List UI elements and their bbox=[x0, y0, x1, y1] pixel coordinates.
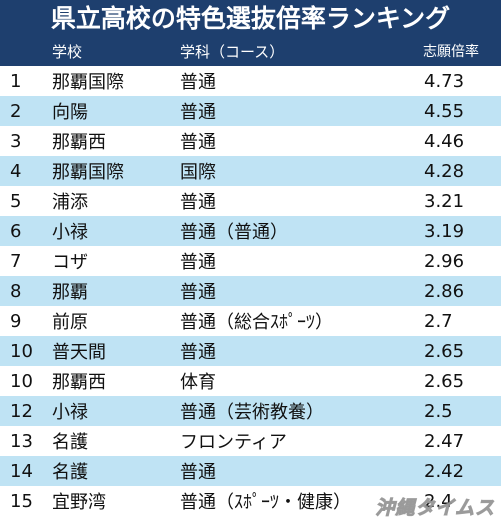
table-row: 15 宜野湾 普通（ｽﾎﾟｰﾂ・健康） 2.4 bbox=[0, 486, 501, 516]
ratio-cell: 3.19 bbox=[424, 220, 465, 242]
course-cell: 普通（普通） bbox=[180, 222, 288, 243]
ratio-cell: 2.86 bbox=[424, 280, 465, 302]
course-cell: 普通 bbox=[180, 252, 216, 273]
table-row: 1 那覇国際 普通 4.73 bbox=[0, 66, 501, 96]
table-row: 7 コザ 普通 2.96 bbox=[0, 246, 501, 276]
course-cell: 普通 bbox=[180, 342, 216, 363]
table-row: 9 前原 普通（総合ｽﾎﾟｰﾂ） 2.7 bbox=[0, 306, 501, 336]
rank-cell: 10 bbox=[10, 340, 33, 362]
course-cell: 普通 bbox=[180, 132, 216, 153]
school-cell: 名護 bbox=[52, 462, 88, 483]
school-cell: 浦添 bbox=[52, 192, 88, 213]
rank-cell: 12 bbox=[10, 400, 33, 422]
table-row: 2 向陽 普通 4.55 bbox=[0, 96, 501, 126]
rank-cell: 5 bbox=[10, 190, 22, 212]
school-cell: 那覇 bbox=[52, 282, 88, 303]
rank-cell: 2 bbox=[10, 100, 22, 122]
course-cell: 国際 bbox=[180, 162, 216, 183]
table-row: 3 那覇西 普通 4.46 bbox=[0, 126, 501, 156]
table-row: 5 浦添 普通 3.21 bbox=[0, 186, 501, 216]
school-cell: 那覇国際 bbox=[52, 72, 124, 93]
school-cell: 前原 bbox=[52, 312, 88, 333]
ratio-cell: 2.5 bbox=[424, 400, 453, 422]
rank-cell: 6 bbox=[10, 220, 22, 242]
school-cell: 名護 bbox=[52, 432, 88, 453]
ratio-cell: 2.65 bbox=[424, 370, 465, 392]
table-row: 10 那覇西 体育 2.65 bbox=[0, 366, 501, 396]
table-header: 学校 学科（コース） 志願倍率 bbox=[0, 38, 501, 66]
school-cell: 普天間 bbox=[52, 342, 106, 363]
table-row: 13 名護 フロンティア 2.47 bbox=[0, 426, 501, 456]
table-title: 県立高校の特色選抜倍率ランキング bbox=[0, 0, 501, 38]
ratio-cell: 3.21 bbox=[424, 190, 465, 212]
header-school: 学校 bbox=[52, 43, 83, 61]
course-cell: 普通（芸術教養） bbox=[180, 402, 324, 423]
rank-cell: 15 bbox=[10, 490, 33, 512]
table-row: 14 名護 普通 2.42 bbox=[0, 456, 501, 486]
ratio-cell: 2.7 bbox=[424, 310, 453, 332]
rank-cell: 14 bbox=[10, 460, 33, 482]
rank-cell: 1 bbox=[10, 70, 22, 92]
rank-cell: 13 bbox=[10, 430, 33, 452]
school-cell: 那覇西 bbox=[52, 132, 106, 153]
school-cell: 那覇国際 bbox=[52, 162, 124, 183]
header-rank bbox=[0, 38, 44, 66]
school-cell: 那覇西 bbox=[52, 372, 106, 393]
course-cell: 普通（ｽﾎﾟｰﾂ・健康） bbox=[180, 492, 351, 513]
course-cell: 普通 bbox=[180, 72, 216, 93]
ratio-cell: 4.73 bbox=[424, 70, 465, 92]
school-cell: 小禄 bbox=[52, 222, 88, 243]
course-cell: 体育 bbox=[180, 372, 216, 393]
course-cell: 普通 bbox=[180, 192, 216, 213]
table-row: 10 普天間 普通 2.65 bbox=[0, 336, 501, 366]
course-cell: 普通 bbox=[180, 462, 216, 483]
table-row: 8 那覇 普通 2.86 bbox=[0, 276, 501, 306]
table-row: 12 小禄 普通（芸術教養） 2.5 bbox=[0, 396, 501, 426]
school-cell: 宜野湾 bbox=[52, 492, 106, 513]
school-cell: 小禄 bbox=[52, 402, 88, 423]
ratio-cell: 4.55 bbox=[424, 100, 465, 122]
rank-cell: 7 bbox=[10, 250, 22, 272]
rank-cell: 3 bbox=[10, 130, 22, 152]
ratio-cell: 2.47 bbox=[424, 430, 465, 452]
rank-cell: 10 bbox=[10, 370, 33, 392]
header-course: 学科（コース） bbox=[180, 43, 285, 61]
table-row: 4 那覇国際 国際 4.28 bbox=[0, 156, 501, 186]
ratio-cell: 2.4 bbox=[424, 490, 453, 512]
course-cell: フロンティア bbox=[180, 432, 287, 453]
table-body: 1 那覇国際 普通 4.73 2 向陽 普通 4.55 3 那覇西 普通 4.4… bbox=[0, 66, 501, 516]
rank-cell: 9 bbox=[10, 310, 22, 332]
course-cell: 普通（総合ｽﾎﾟｰﾂ） bbox=[180, 312, 333, 333]
table-row: 6 小禄 普通（普通） 3.19 bbox=[0, 216, 501, 246]
rank-cell: 4 bbox=[10, 160, 22, 182]
header-ratio: 志願倍率 bbox=[423, 44, 479, 60]
course-cell: 普通 bbox=[180, 282, 216, 303]
course-cell: 普通 bbox=[180, 102, 216, 123]
ratio-cell: 4.46 bbox=[424, 130, 465, 152]
ratio-cell: 4.28 bbox=[424, 160, 465, 182]
ratio-cell: 2.96 bbox=[424, 250, 465, 272]
school-cell: 向陽 bbox=[52, 102, 88, 123]
ratio-cell: 2.65 bbox=[424, 340, 465, 362]
ratio-cell: 2.42 bbox=[424, 460, 465, 482]
school-cell: コザ bbox=[52, 252, 88, 273]
watermark-logo: 沖縄タイムス bbox=[375, 497, 495, 520]
rank-cell: 8 bbox=[10, 280, 22, 302]
